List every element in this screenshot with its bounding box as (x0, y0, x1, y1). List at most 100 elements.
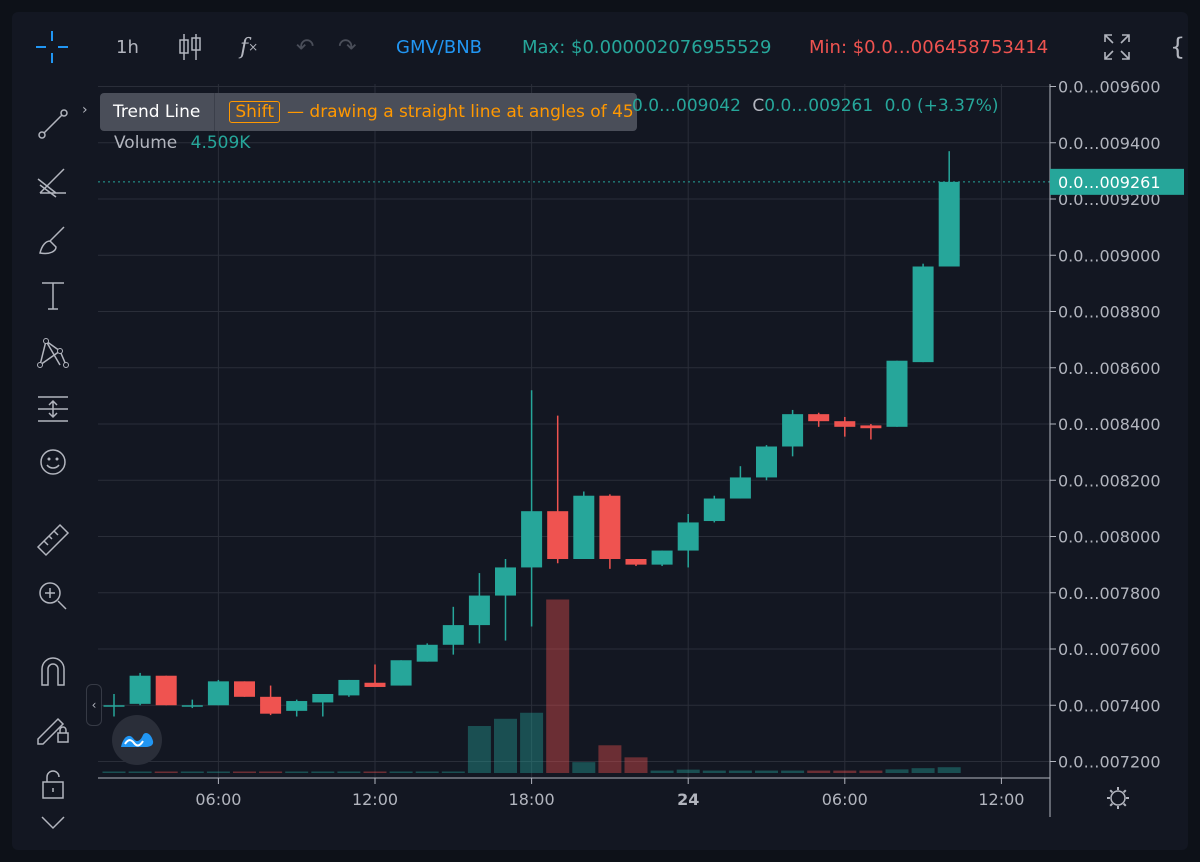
crosshair-icon[interactable] (32, 30, 76, 64)
volume-bar (363, 771, 387, 773)
symbol-label[interactable]: GMV/BNB (396, 36, 483, 58)
price-tick-label: 0.0…009400 (1058, 134, 1161, 153)
candle-body (782, 414, 804, 447)
tooltip-hint: — drawing a straight line at angles of 4… (287, 102, 634, 122)
candle-body (756, 446, 777, 478)
chart-axes: 0.0…0096000.0…0094000.0…0092000.0…009000… (98, 78, 1184, 817)
volume-bar (128, 771, 152, 773)
candle-body (495, 567, 516, 596)
gear-tooth (1109, 802, 1114, 807)
candle-body (286, 701, 308, 711)
candle-body (938, 181, 960, 267)
volume-value: 4.509K (190, 133, 251, 153)
candle-body (338, 679, 360, 696)
candle-body (703, 498, 725, 522)
last-price-badge (1050, 168, 1184, 195)
candle-body (573, 495, 595, 559)
volume-bar (598, 745, 622, 773)
volume-bar (885, 769, 909, 773)
indicators-icon[interactable]: f × (240, 34, 259, 60)
volume-bar (233, 771, 256, 773)
price-tick-label: 0.0…008600 (1058, 359, 1161, 378)
volume-bar (102, 771, 126, 773)
price-tick-label: 0.0…008000 (1058, 528, 1161, 547)
pattern-icon[interactable] (28, 330, 78, 374)
volume-bar (467, 726, 491, 773)
gear-tooth (1122, 789, 1127, 794)
chart-grid (98, 84, 1050, 778)
lock-drawing-icon[interactable] (28, 706, 78, 750)
settings-braces-icon[interactable]: { (1170, 33, 1186, 61)
undo-icon[interactable]: ↶ (296, 34, 315, 60)
brush-icon[interactable] (28, 218, 78, 262)
candle-body (207, 681, 229, 706)
candle-body (155, 675, 177, 706)
tradingview-logo[interactable] (112, 715, 162, 765)
fullscreen-icon[interactable] (1102, 30, 1136, 64)
candle-body (416, 644, 438, 662)
candle-body (312, 694, 334, 703)
tooltip-title: Trend Line (113, 102, 201, 122)
zoom-in-icon[interactable] (28, 574, 78, 618)
volume-bar (154, 771, 178, 773)
volume-legend: Volume 4.509K (114, 133, 250, 153)
change-value: 0.0 (+3.37%) (884, 96, 999, 116)
volume-bar (650, 770, 674, 773)
magnet-icon[interactable] (28, 650, 78, 694)
tooltip-divider (214, 93, 216, 131)
volume-bar (337, 771, 361, 773)
ruler-icon[interactable] (28, 518, 78, 562)
price-tick-label: 0.0…008800 (1058, 303, 1161, 322)
time-tick-label: 06:00 (822, 790, 868, 809)
lock-icon[interactable] (28, 762, 78, 806)
close-value: 0.0…009261 (764, 96, 874, 116)
gear-icon (1110, 790, 1126, 806)
candle-body (181, 705, 203, 707)
gear-tooth (1109, 789, 1114, 794)
last-price-label: 0.0…009261 (1058, 173, 1161, 192)
volume-bar (911, 768, 935, 773)
tooltip-key-shift: Shift (229, 101, 280, 123)
candle-body (521, 511, 543, 568)
time-tick-label: 24 (677, 790, 699, 809)
volume-bar (728, 770, 752, 773)
chevron-down-icon[interactable] (28, 802, 78, 846)
redo-icon[interactable]: ↷ (338, 34, 357, 60)
close-label: C (752, 96, 765, 116)
volume-bar (259, 771, 283, 773)
candle-body (234, 681, 255, 697)
text-icon[interactable] (28, 274, 78, 318)
chart-app: 1h f × ↶ ↷ GMV/BNB Max: $0.00000207695552… (12, 12, 1188, 850)
gear-tooth (1122, 802, 1127, 807)
candle-body (808, 414, 830, 422)
time-tick-label: 18:00 (509, 790, 555, 809)
candle-body (651, 550, 673, 565)
volume-bar (755, 770, 778, 773)
fib-icon[interactable] (28, 160, 78, 204)
candle-body (886, 360, 908, 427)
price-tick-label: 0.0…008400 (1058, 415, 1161, 434)
candles-icon[interactable] (178, 30, 204, 64)
price-chart[interactable]: 0.0…0096000.0…0094000.0…0092000.0…009000… (12, 12, 1188, 850)
price-tick-label: 0.0…008200 (1058, 471, 1161, 490)
price-tick-label: 0.0…009000 (1058, 246, 1161, 265)
candle-body (547, 511, 569, 559)
candle-body (260, 696, 282, 714)
volume-bar (311, 771, 335, 773)
volume-label: Volume (114, 133, 178, 153)
collapse-toolbar-button[interactable]: ‹ (86, 684, 102, 726)
price-tick-label: 0.0…007400 (1058, 696, 1161, 715)
interval-button[interactable]: 1h (116, 36, 139, 58)
candle-body (625, 559, 647, 565)
time-tick-label: 12:00 (352, 790, 398, 809)
volume-bar (520, 712, 544, 773)
trend-line-icon[interactable] (28, 102, 78, 146)
volume-bar (676, 769, 700, 773)
volume-bar (781, 770, 805, 773)
emoji-icon[interactable] (28, 440, 78, 484)
candle-body (599, 495, 621, 559)
prediction-icon[interactable] (28, 386, 78, 430)
candle-body (729, 477, 751, 499)
time-tick-label: 12:00 (978, 790, 1024, 809)
candle-body (468, 595, 490, 626)
